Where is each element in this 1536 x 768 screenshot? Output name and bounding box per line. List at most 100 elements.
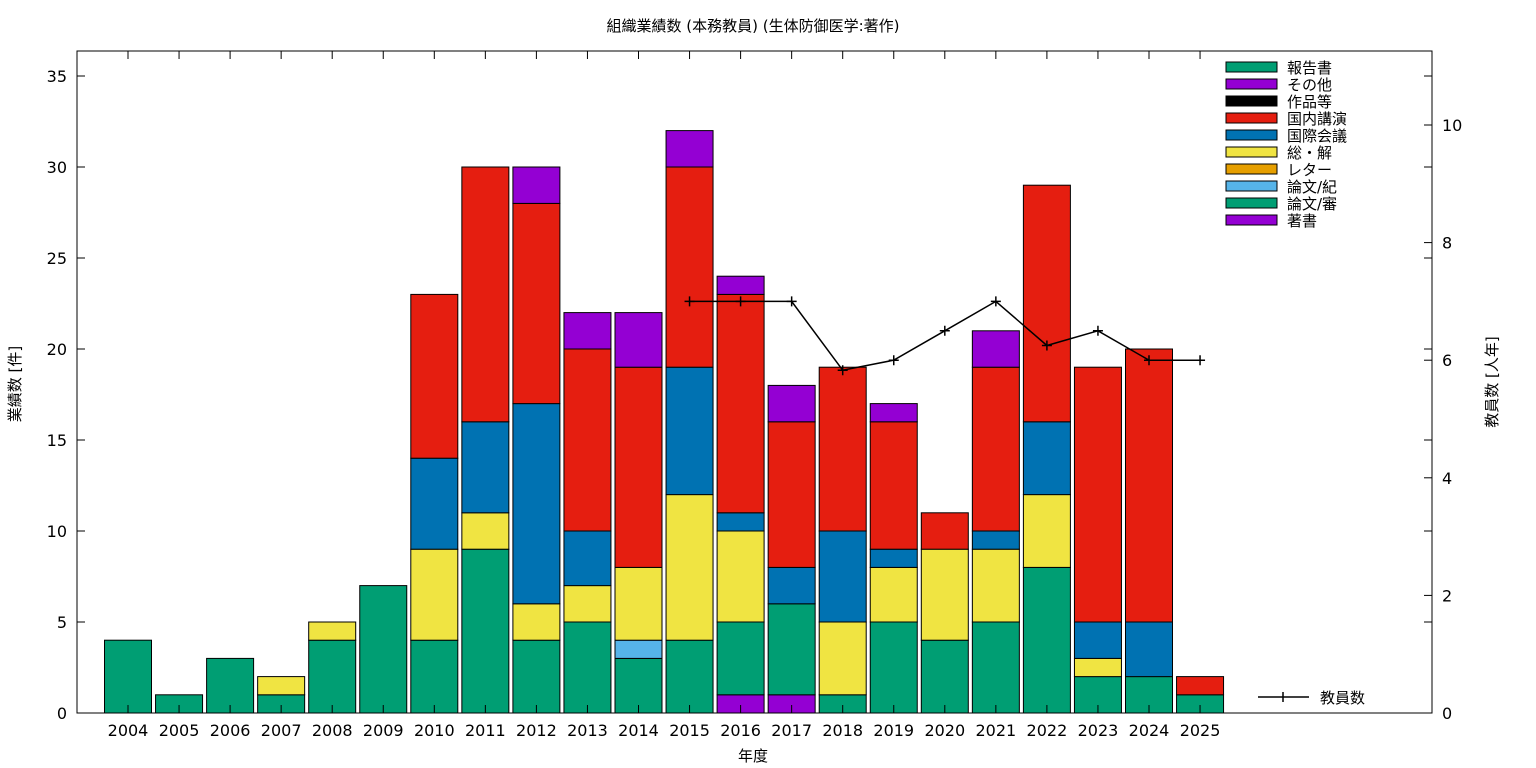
- bar-segment: [1073, 657, 1122, 678]
- bar-segment: [410, 457, 459, 550]
- bar-segment: [1125, 621, 1173, 678]
- bar-segment: [563, 530, 612, 587]
- x-tick-label: 2020: [924, 721, 965, 740]
- bar-segment: [869, 548, 918, 568]
- bar-segment: [767, 566, 816, 605]
- x-tick-label: 2008: [312, 721, 353, 740]
- bar-segment: [767, 421, 816, 568]
- y2-axis-label: 教員数 [人年]: [1483, 336, 1501, 427]
- line-point-marker: [888, 355, 899, 366]
- x-tick-label: 2006: [210, 721, 251, 740]
- legend-label: その他: [1287, 76, 1332, 94]
- bar-segment: [818, 530, 867, 623]
- line-point-marker: [1144, 355, 1154, 366]
- y2-tick-label: 10: [1442, 116, 1462, 135]
- legend-label: 作品等: [1287, 93, 1332, 111]
- legend-swatch: [1225, 180, 1278, 192]
- plot-frame: [76, 50, 1433, 714]
- bar-segment: [359, 585, 408, 714]
- legend-label: 論文/紀: [1287, 178, 1337, 196]
- bar-segment: [665, 130, 714, 168]
- bar-segment: [665, 494, 714, 641]
- bar-segment: [971, 548, 1020, 623]
- bar-segment: [614, 566, 663, 641]
- bar-segment: [563, 621, 612, 714]
- bar-segment: [1073, 366, 1122, 623]
- bar-segment: [512, 166, 561, 204]
- bar-segment: [920, 639, 969, 714]
- legend-swatch: [1225, 146, 1278, 158]
- bar-segment: [767, 384, 816, 423]
- x-tick-label: 2025: [1180, 721, 1221, 740]
- x-tick-label: 2011: [465, 721, 506, 740]
- x-tick-label: 2018: [822, 721, 863, 740]
- x-tick-label: 2013: [567, 721, 608, 740]
- line-point-marker: [786, 296, 797, 307]
- legend-swatch: [1225, 129, 1278, 141]
- y2-tick-label: 0: [1442, 704, 1452, 723]
- line-point-marker: [735, 296, 746, 307]
- y-axis: 0 5 10 15 20 25 30 35: [47, 67, 1432, 723]
- y-tick-label: 0: [57, 704, 67, 723]
- legend-swatch: [1225, 214, 1278, 226]
- bar-segment: [461, 166, 510, 423]
- legend-label: 国際会議: [1287, 127, 1347, 145]
- y-tick-label: 35: [47, 67, 67, 86]
- legend-swatch: [1225, 78, 1278, 90]
- y2-axis: 0 2 4 6 8 10: [1424, 116, 1462, 723]
- legend-swatch: [1225, 95, 1278, 107]
- x-tick-label: 2022: [1027, 721, 1068, 740]
- bar-segment: [410, 293, 459, 459]
- bar-segment: [614, 639, 663, 659]
- bar-segment: [1176, 676, 1225, 696]
- line-point-marker: [990, 296, 1001, 307]
- legend-label: 報告書: [1287, 59, 1332, 77]
- bar-segment: [665, 166, 714, 368]
- bar-segment: [1073, 621, 1122, 659]
- line-point-marker: [1092, 325, 1103, 336]
- bar-segment: [971, 366, 1020, 532]
- bar-segment: [614, 657, 663, 714]
- bar-segment: [716, 621, 765, 696]
- bar-segment: [869, 421, 918, 550]
- bar-segment: [410, 639, 459, 714]
- chart-title: 組織業績数 (本務教員) (生体防御医学:著作): [607, 17, 900, 35]
- x-tick-label: 2009: [363, 721, 404, 740]
- x-axis-label: 年度: [738, 747, 768, 765]
- y2-tick-label: 4: [1442, 469, 1452, 488]
- bar-segment: [716, 275, 765, 295]
- bar-segment: [971, 330, 1020, 368]
- x-tick-label: 2014: [618, 721, 659, 740]
- bar-stack-group: [104, 130, 1225, 714]
- x-tick-label: 2016: [720, 721, 761, 740]
- bar-segment: [665, 639, 714, 714]
- bar-segment: [1125, 348, 1173, 623]
- bar-segment: [308, 639, 357, 714]
- x-axis: 2004 2005 2006 2007 2008 2009 2010 2011 2012 2013…: [108, 51, 1221, 740]
- legend-line-swatch: [1258, 692, 1309, 702]
- bar-segment: [920, 512, 969, 550]
- bar-segment: [716, 512, 765, 532]
- y-tick-label: 30: [47, 158, 67, 177]
- line-point-marker: [1041, 340, 1052, 351]
- bar-segment: [563, 585, 612, 623]
- bar-segment: [869, 403, 918, 423]
- bar-segment: [104, 639, 152, 714]
- bar-segment: [1022, 184, 1071, 423]
- bar-segment: [410, 548, 459, 641]
- x-tick-label: 2010: [414, 721, 455, 740]
- legend-label: 総・解: [1287, 144, 1332, 162]
- line-point-marker: [837, 365, 848, 376]
- bar-segment: [818, 621, 867, 696]
- bar-segment: [512, 403, 561, 605]
- bar-segment: [665, 366, 714, 496]
- x-tick-label: 2005: [159, 721, 200, 740]
- bar-segment: [716, 530, 765, 623]
- x-tick-label: 2019: [873, 721, 914, 740]
- bar-segment: [869, 621, 918, 714]
- x-tick-label: 2012: [516, 721, 557, 740]
- legend-label: 国内講演: [1287, 110, 1347, 128]
- y-tick-label: 20: [47, 340, 67, 359]
- bar-segment: [461, 512, 510, 550]
